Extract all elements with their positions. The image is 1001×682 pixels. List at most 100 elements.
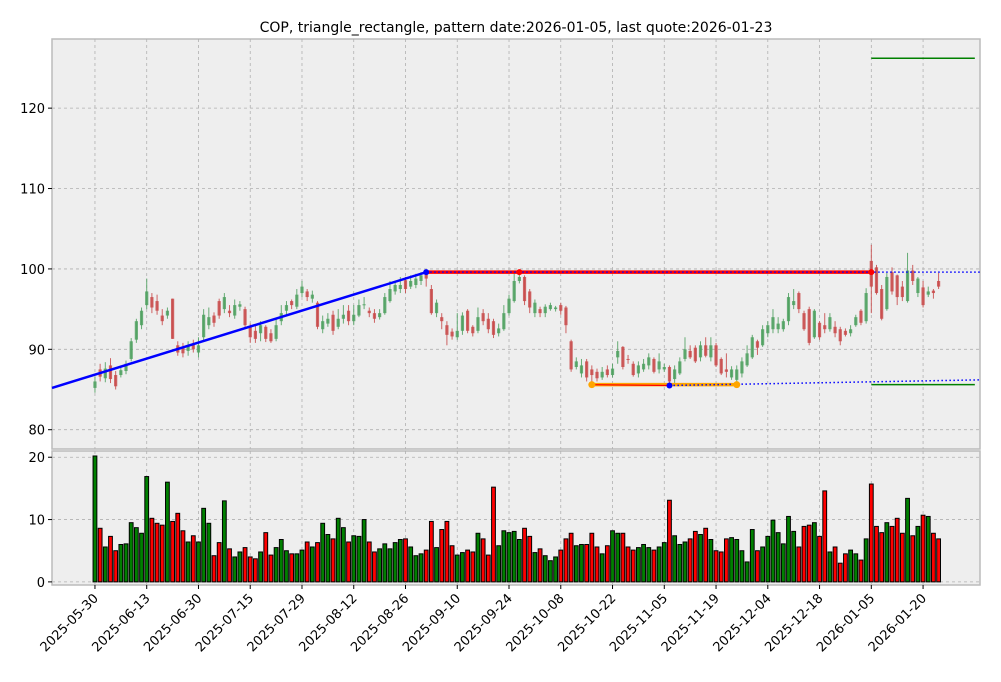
candle-down bbox=[626, 358, 630, 360]
volume-bar bbox=[258, 551, 263, 583]
volume-bar bbox=[646, 547, 652, 583]
volume-bar bbox=[837, 562, 843, 583]
candle-down bbox=[605, 369, 609, 376]
volume-y-tick-label: 0 bbox=[37, 576, 45, 591]
volume-bar bbox=[553, 556, 558, 583]
candle-down bbox=[269, 333, 273, 342]
volume-bar bbox=[899, 532, 905, 583]
volume-bar bbox=[584, 543, 590, 583]
volume-bar bbox=[273, 547, 279, 583]
volume-bar bbox=[211, 555, 217, 583]
pattern-annotations bbox=[51, 57, 981, 390]
volume-bar bbox=[403, 538, 408, 583]
candle-up bbox=[409, 280, 413, 287]
volume-bar bbox=[796, 546, 802, 583]
candle-up bbox=[476, 317, 480, 331]
volume-bar bbox=[175, 512, 181, 583]
candle-up bbox=[647, 357, 651, 366]
candle-down bbox=[652, 358, 656, 372]
volume-bar bbox=[159, 524, 165, 583]
candle-up bbox=[497, 328, 501, 334]
candle-down bbox=[755, 341, 760, 348]
candle-up bbox=[434, 302, 439, 314]
candle-up bbox=[357, 305, 361, 316]
candle-up bbox=[145, 291, 149, 306]
candle-up bbox=[533, 302, 537, 314]
candle-down bbox=[429, 289, 433, 314]
volume-bar bbox=[625, 546, 631, 583]
volume-bar bbox=[780, 543, 786, 583]
volume-bar bbox=[527, 535, 533, 583]
candle-up bbox=[284, 305, 289, 311]
candle-down bbox=[693, 347, 697, 362]
volume-bar bbox=[413, 555, 419, 583]
candle-down bbox=[807, 309, 811, 343]
volume-bar bbox=[340, 527, 346, 583]
support-pivot-marker bbox=[666, 382, 673, 389]
candle-up bbox=[657, 361, 661, 370]
volume-y-tick-label: 20 bbox=[28, 451, 45, 466]
volume-bar bbox=[589, 532, 595, 583]
volume-bar bbox=[868, 483, 874, 583]
candle-down bbox=[191, 343, 195, 350]
volume-bar bbox=[661, 542, 667, 583]
volume-bar bbox=[848, 549, 854, 583]
volume-bar bbox=[460, 552, 465, 583]
candle-up bbox=[641, 363, 646, 370]
volume-bar bbox=[439, 529, 445, 583]
volume-bar bbox=[196, 541, 201, 583]
candle-up bbox=[574, 361, 578, 367]
candle-up bbox=[786, 297, 791, 322]
volume-bar bbox=[201, 507, 207, 583]
volume-bar bbox=[511, 530, 517, 583]
volume-bar bbox=[387, 548, 393, 583]
candle-up bbox=[233, 305, 237, 316]
candle-up bbox=[636, 365, 641, 374]
candle-up bbox=[885, 276, 889, 310]
candle-down bbox=[305, 291, 309, 298]
candle-up bbox=[698, 345, 703, 358]
volume-bar bbox=[641, 543, 646, 583]
volume-bar bbox=[491, 486, 496, 583]
price-y-tick-label: 110 bbox=[20, 183, 45, 198]
volume-bar bbox=[485, 554, 491, 583]
candle-up bbox=[186, 345, 190, 351]
price-panel bbox=[51, 38, 981, 450]
volume-bar bbox=[475, 532, 481, 583]
candle-down bbox=[936, 280, 941, 287]
volume-bar bbox=[775, 532, 781, 583]
volume-bar bbox=[615, 532, 621, 583]
candle-up bbox=[383, 297, 387, 314]
candle-up bbox=[165, 310, 170, 316]
candle-up bbox=[761, 329, 765, 346]
candle-down bbox=[838, 329, 842, 342]
candle-up bbox=[378, 313, 382, 318]
candle-down bbox=[802, 313, 806, 330]
candle-down bbox=[227, 310, 232, 314]
candle-up bbox=[548, 305, 553, 310]
candle-down bbox=[538, 309, 542, 314]
candle-up bbox=[678, 361, 682, 374]
volume-bar bbox=[667, 499, 672, 583]
volume-bar bbox=[315, 542, 320, 583]
candle-down bbox=[372, 313, 377, 319]
candle-down bbox=[595, 371, 599, 379]
candle-down bbox=[150, 297, 154, 308]
volume-bar bbox=[206, 522, 212, 583]
candle-down bbox=[155, 301, 159, 311]
volume-bar bbox=[294, 553, 300, 583]
candle-down bbox=[931, 290, 936, 294]
candle-down bbox=[900, 286, 904, 298]
volume-bar bbox=[734, 539, 740, 583]
volume-bar bbox=[113, 550, 119, 583]
candle-down bbox=[170, 298, 175, 339]
candle-up bbox=[207, 317, 211, 326]
volume-bar bbox=[263, 532, 269, 583]
candle-down bbox=[719, 358, 723, 374]
candle-up bbox=[419, 275, 423, 281]
volume-bar bbox=[278, 539, 284, 583]
volume-bar bbox=[858, 559, 864, 583]
volume-bar bbox=[108, 535, 113, 583]
candle-up bbox=[103, 368, 107, 379]
